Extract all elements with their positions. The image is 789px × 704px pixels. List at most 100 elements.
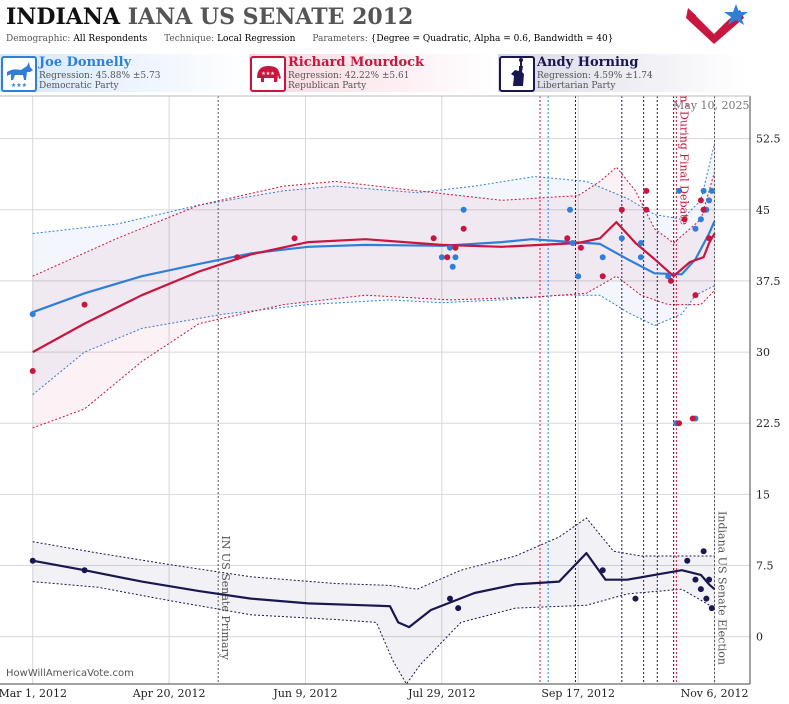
poll-point-1 <box>667 277 674 284</box>
poll-point-2 <box>29 557 36 564</box>
meta-parameters-key: Parameters: <box>312 34 368 44</box>
poll-point-1 <box>697 197 704 204</box>
poll-point-0 <box>618 235 625 242</box>
donkey-icon: ★★★ <box>1 56 37 92</box>
poll-point-1 <box>564 235 571 242</box>
meta-technique-key: Technique: <box>164 34 215 44</box>
date-stamp: May 10, 2025 <box>673 99 750 112</box>
poll-point-2 <box>703 595 710 602</box>
poll-point-2 <box>684 557 691 564</box>
x-tick-label: Jun 9, 2012 <box>272 687 337 700</box>
poll-point-0 <box>447 244 453 251</box>
poll-point-0 <box>700 187 707 194</box>
y-tick-label: 15 <box>756 488 770 501</box>
poll-point-1 <box>676 420 683 427</box>
x-tick-label: Apr 20, 2012 <box>132 687 206 700</box>
poll-point-0 <box>29 311 36 318</box>
trend-line-1 <box>32 221 716 354</box>
event-label-0: IN US Senate Primary <box>219 535 232 660</box>
band-fill-2 <box>32 518 715 684</box>
svg-text:★★★: ★★★ <box>11 82 27 89</box>
poll-point-1 <box>700 206 707 213</box>
trend-line-2 <box>32 552 716 629</box>
poll-point-1 <box>692 292 699 299</box>
candidate-name: Andy Horning <box>537 55 639 70</box>
poll-point-0 <box>637 254 644 261</box>
poll-point-0 <box>438 254 445 261</box>
event-label-2: Indiana US Senate Election <box>716 511 729 665</box>
candidate-regression: Regression: 45.88% ±5.73 <box>39 71 161 81</box>
candidate-regression: Regression: 4.59% ±1.74 <box>537 71 653 81</box>
poll-point-2 <box>81 567 88 574</box>
poll-point-0 <box>567 206 573 213</box>
poll-point-0 <box>697 216 704 223</box>
candidate-card-mourdock: ★★★ Richard Mourdock Regression: 42.22% … <box>249 54 495 92</box>
star-flag-logo-icon <box>686 4 748 44</box>
poll-point-2 <box>697 586 704 593</box>
trend-line-0 <box>32 220 716 314</box>
poll-point-1 <box>29 368 36 375</box>
candidate-party: Republican Party <box>288 81 367 91</box>
poll-point-1 <box>643 206 650 213</box>
poll-point-1 <box>643 187 650 194</box>
meta-technique-value: Local Regression <box>217 34 296 44</box>
tick-labels: 0 7.5 15 22.5 30 37.5 45 52.5 Mar 1, 2012 Apr 20,… <box>0 133 781 700</box>
x-tick-label: Nov 6, 2012 <box>681 687 749 700</box>
event-lines <box>217 96 716 684</box>
poll-point-2 <box>706 576 713 583</box>
chart-axes <box>0 95 751 685</box>
y-tick-label: 52.5 <box>756 133 781 146</box>
meta-parameters-value: {Degree = Quadratic, Alpha = 0.6, Bandwi… <box>370 34 614 44</box>
poll-point-2 <box>700 548 707 555</box>
poll-point-2 <box>708 605 715 612</box>
chart-grid <box>0 96 750 684</box>
poll-point-0 <box>676 187 683 194</box>
poll-point-1 <box>81 301 88 308</box>
poll-point-0 <box>665 273 672 280</box>
poll-point-1 <box>234 254 241 261</box>
poll-point-0 <box>706 197 713 204</box>
poll-point-2 <box>692 576 699 583</box>
poll-point-2 <box>632 595 639 602</box>
meta-demographic-value: All Respondents <box>73 34 148 44</box>
chart-header: INDIANA IANA US SENATE 2012 Demographic:… <box>0 0 789 50</box>
poll-points <box>29 187 715 612</box>
poll-point-0 <box>692 225 699 232</box>
title-race: IANA US SENATE 2012 <box>127 4 414 30</box>
band-upper-1 <box>32 166 715 277</box>
candidate-card-horning: Andy Horning Regression: 4.59% ±1.74 Lib… <box>498 54 744 92</box>
candidate-party: Democratic Party <box>39 81 119 91</box>
band-upper-2 <box>32 517 715 590</box>
y-tick-label: 45 <box>756 204 770 217</box>
band-fill-0 <box>32 143 715 395</box>
poll-chart: 0 7.5 15 22.5 30 37.5 45 52.5 Mar 1, 2012 Apr 20,… <box>0 95 781 700</box>
band-lower-1 <box>32 275 715 429</box>
page-title: INDIANA IANA US SENATE 2012 <box>6 4 413 30</box>
poll-point-1 <box>689 415 696 422</box>
x-tick-label: Mar 1, 2012 <box>0 687 67 700</box>
svg-text:★★★: ★★★ <box>261 71 275 77</box>
band-upper-0 <box>32 143 715 234</box>
candidate-name: Joe Donnelly <box>39 55 132 70</box>
poll-point-1 <box>460 225 467 232</box>
poll-point-0 <box>460 206 467 213</box>
candidate-regression: Regression: 42.22% ±5.61 <box>288 71 410 81</box>
y-tick-label: 30 <box>756 346 770 359</box>
liberty-torch-icon <box>499 56 535 92</box>
poll-point-2 <box>599 567 606 574</box>
poll-point-0 <box>599 254 606 261</box>
title-state: INDIANA <box>6 4 121 30</box>
poll-point-1 <box>444 254 451 261</box>
y-tick-label: 0 <box>756 631 763 644</box>
candidate-party: Libertarian Party <box>537 81 616 91</box>
y-tick-label: 7.5 <box>756 559 774 572</box>
x-tick-label: Jul 29, 2012 <box>407 687 476 700</box>
poll-point-0 <box>449 263 456 270</box>
y-tick-label: 37.5 <box>756 275 781 288</box>
site-credit: HowWillAmericaVote.com <box>6 668 134 679</box>
meta-demographic-key: Demographic: <box>6 34 71 44</box>
plot-area <box>0 96 750 684</box>
poll-point-0 <box>452 254 459 261</box>
candidate-name: Richard Mourdock <box>288 55 425 70</box>
poll-point-1 <box>681 216 688 223</box>
